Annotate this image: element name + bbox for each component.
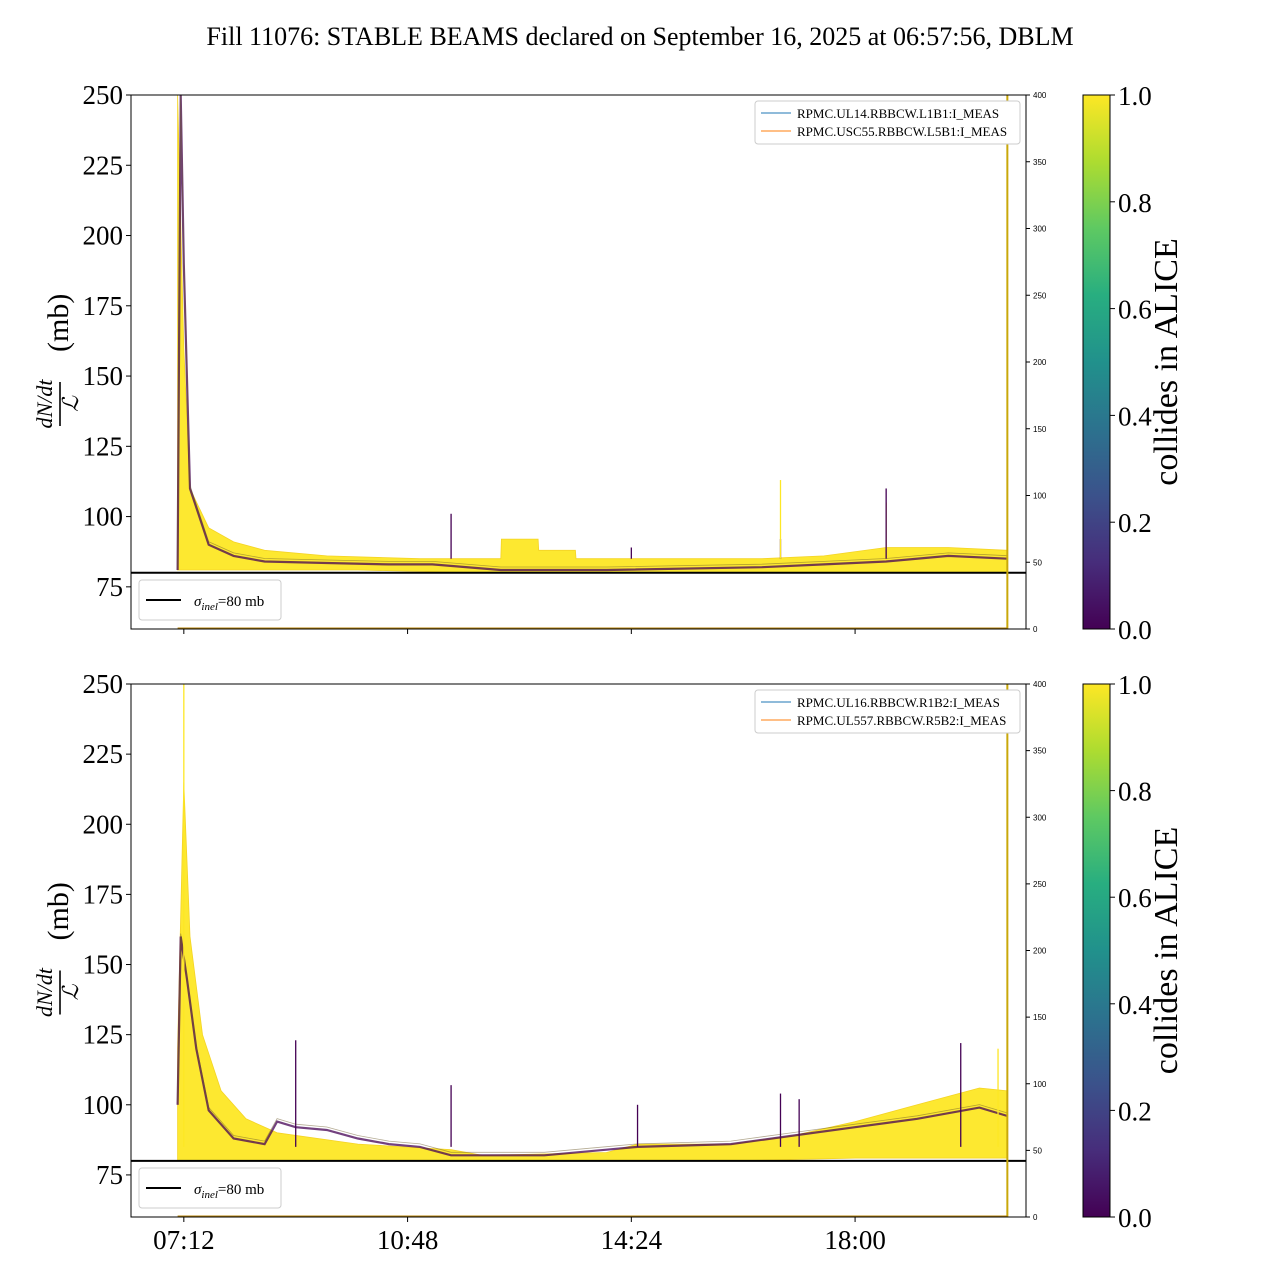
sigma-legend-label: σinel=80 mb	[194, 1182, 264, 1201]
colorbar-tick-label: 0.6	[1118, 295, 1152, 325]
y-tick-label: 225	[83, 739, 124, 769]
y-tick-label: 200	[83, 221, 124, 251]
bottom-colorbar: 0.0 0.2 0.4 0.6 0.8 1.0 collides in ALICE	[1082, 670, 1185, 1233]
colorbar-tick-label: 1.0	[1118, 670, 1152, 700]
y-tick-label: 175	[83, 879, 124, 909]
y-label-numerator: dN/dt	[32, 379, 57, 429]
y2-tick-label: 200	[1033, 947, 1047, 956]
y2-tick-label: 250	[1033, 291, 1047, 300]
y2-tick-label: 0	[1033, 625, 1038, 634]
x-tick-label: 18:00	[824, 1225, 886, 1255]
y2-tick-label: 400	[1033, 680, 1047, 689]
y2-tick-label: 0	[1033, 1213, 1038, 1222]
purple-trace	[176, 936, 1008, 1157]
y-tick-label: 175	[83, 291, 124, 321]
colorbar-tick-label: 0.4	[1118, 990, 1152, 1020]
y-tick-label: 100	[83, 502, 124, 532]
yellow-band	[177, 782, 1008, 1162]
plot-area	[176, 684, 1008, 1162]
legend-label: RPMC.UL16.RBBCW.R1B2:I_MEAS	[797, 695, 1000, 710]
chart-title: Fill 11076: STABLE BEAMS declared on Sep…	[206, 22, 1073, 51]
sigma-legend-box	[138, 1167, 282, 1209]
sigma-symbol: σ	[194, 594, 202, 610]
sigma-symbol: σ	[194, 1182, 202, 1198]
y2-tick-label: 100	[1033, 1080, 1047, 1089]
y2-tick-label: 250	[1033, 880, 1047, 889]
colorbar-gradient	[1082, 94, 1111, 630]
y-label-numerator: dN/dt	[32, 967, 57, 1017]
mixed-trace	[177, 95, 1008, 568]
colorbar-tick-label: 0.6	[1118, 883, 1152, 913]
y-tick-label: 150	[83, 361, 124, 391]
colorbar-label: collides in ALICE	[1148, 827, 1185, 1074]
y2-tick-label: 50	[1033, 1146, 1042, 1155]
legend-box	[754, 100, 1021, 145]
y2-tick-label: 350	[1033, 158, 1047, 167]
y-label-denominator: ℒ	[58, 983, 83, 1000]
sigma-subscript: inel	[201, 1189, 218, 1201]
x-tick-label: 07:12	[153, 1225, 215, 1255]
x-tick-label: 14:24	[601, 1225, 663, 1255]
colorbar-gradient	[1082, 683, 1111, 1218]
sigma-legend-label: σinel=80 mb	[194, 594, 264, 613]
sigma-value: =80 mb	[218, 1182, 264, 1198]
x-tick-label: 10:48	[377, 1225, 439, 1255]
purple-trace	[176, 95, 1008, 572]
legend-label: RPMC.UL557.RBBCW.R5B2:I_MEAS	[797, 713, 1006, 728]
sigma-value: =80 mb	[218, 594, 264, 610]
plot-area	[176, 95, 1008, 574]
colorbar-tick-label: 0.4	[1118, 401, 1152, 431]
y2-tick-label: 350	[1033, 747, 1047, 756]
y-tick-label: 225	[83, 150, 124, 180]
y2-tick-label: 400	[1033, 91, 1047, 100]
y2-tick-label: 50	[1033, 558, 1042, 567]
y-axis-label: dN/dt ℒ (mb)	[32, 294, 83, 429]
y2-tick-label: 200	[1033, 358, 1047, 367]
bottom-panel: 75 100 125 150 175 200 225 250 0 50 100 150 200 250 30…	[32, 669, 1047, 1255]
colorbar-label: collides in ALICE	[1148, 238, 1185, 485]
y2-tick-label: 150	[1033, 1013, 1047, 1022]
top-panel: 75 100 125 150 175 200 225 250 0 50 100 150 200 250 30…	[32, 80, 1047, 634]
y2-tick-label: 150	[1033, 425, 1047, 434]
y-tick-label: 125	[83, 431, 124, 461]
colorbar-tick-label: 0.8	[1118, 777, 1152, 807]
y2-tick-label: 300	[1033, 813, 1047, 822]
y-label-unit: (mb)	[42, 882, 75, 940]
y-tick-label: 150	[83, 950, 124, 980]
y-tick-label: 75	[96, 1160, 123, 1190]
y-tick-label: 125	[83, 1020, 124, 1050]
y2-tick-label: 300	[1033, 225, 1047, 234]
y-tick-label: 100	[83, 1090, 124, 1120]
sigma-legend-box	[138, 579, 282, 621]
top-colorbar: 0.0 0.2 0.4 0.6 0.8 1.0 collides in ALICE	[1082, 81, 1185, 645]
y-label-denominator: ℒ	[58, 395, 83, 412]
y-tick-label: 75	[96, 572, 123, 602]
y-tick-label: 250	[83, 669, 124, 699]
colorbar-tick-label: 0.8	[1118, 188, 1152, 218]
colorbar-tick-label: 1.0	[1118, 81, 1152, 111]
legend-label: RPMC.UL14.RBBCW.L1B1:I_MEAS	[797, 106, 999, 121]
mixed-trace	[177, 933, 1008, 1153]
y-tick-label: 250	[83, 80, 124, 110]
colorbar-tick-label: 0.2	[1118, 1096, 1152, 1126]
colorbar-tick-label: 0.0	[1118, 615, 1152, 645]
legend-box	[754, 689, 1021, 734]
yellow-band	[177, 95, 1008, 574]
colorbar-tick-label: 0.2	[1118, 508, 1152, 538]
sigma-subscript: inel	[201, 601, 218, 613]
legend-label: RPMC.USC55.RBBCW.L5B1:I_MEAS	[797, 124, 1007, 139]
colorbar-tick-label: 0.0	[1118, 1203, 1152, 1233]
y2-tick-label: 100	[1033, 492, 1047, 501]
y-label-unit: (mb)	[42, 294, 75, 352]
y-axis-label: dN/dt ℒ (mb)	[32, 882, 83, 1017]
y-tick-label: 200	[83, 809, 124, 839]
